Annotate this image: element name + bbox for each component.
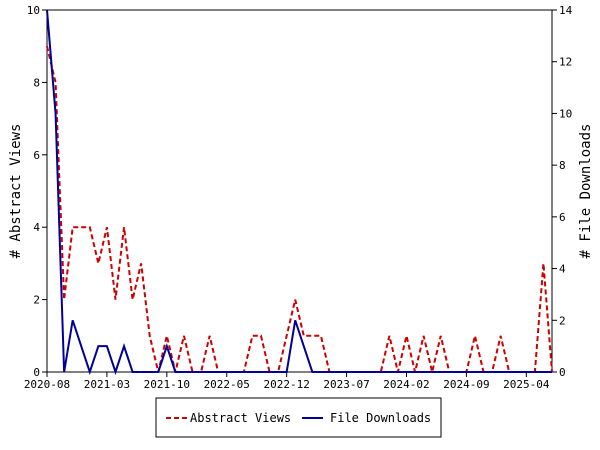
- axes-group: 0 2 4 6 8 10 0 2 4 6 8 10 12 14 2020-08 2021-03 2021-10 2…: [8, 4, 594, 391]
- x-tick-label: 2023-07: [323, 378, 369, 391]
- legend-box: [155, 397, 442, 438]
- y-left-tick-label: 10: [27, 4, 40, 17]
- y-right-tick-label: 14: [559, 4, 573, 17]
- y-left-tick-label: 2: [33, 294, 40, 307]
- plot-frame: [46, 9, 553, 373]
- series-group: [46, 9, 553, 376]
- y-left-tick-label: 6: [33, 149, 40, 162]
- y-right-tick-label: 10: [559, 107, 572, 120]
- y-right-tick-label: 6: [559, 211, 566, 224]
- y-left-tick-label: 8: [33, 76, 40, 89]
- x-tick-label: 2025-04: [503, 378, 550, 391]
- y-left-tick-label: 4: [33, 221, 40, 234]
- y-left-tick-label: 0: [33, 366, 40, 379]
- x-tick-label: 2020-08: [24, 378, 70, 391]
- y-right-tick-label: 8: [559, 159, 566, 172]
- y-right-tick-label: 12: [559, 56, 572, 69]
- series-line-file-downloads: [46, 9, 552, 376]
- y-right-tick-label: 2: [559, 314, 566, 327]
- x-tick-label: 2021-03: [84, 378, 130, 391]
- series-line-abstract-views: [46, 45, 553, 373]
- x-tick-label: 2021-10: [144, 378, 190, 391]
- legend-label: File Downloads: [330, 411, 431, 425]
- legend: Abstract Views File Downloads: [155, 397, 442, 438]
- x-tick-label: 2024-02: [383, 378, 429, 391]
- x-tick-label: 2022-05: [204, 378, 250, 391]
- y-right-tick-label: 4: [559, 263, 566, 276]
- y-left-axis-title: # Abstract Views: [8, 124, 24, 259]
- legend-label: Abstract Views: [190, 411, 291, 425]
- x-tick-label: 2022-12: [263, 378, 309, 391]
- y-right-tick-label: 0: [559, 366, 566, 379]
- x-tick-label: 2024-09: [443, 378, 489, 391]
- y-right-axis-title: # File Downloads: [578, 124, 594, 259]
